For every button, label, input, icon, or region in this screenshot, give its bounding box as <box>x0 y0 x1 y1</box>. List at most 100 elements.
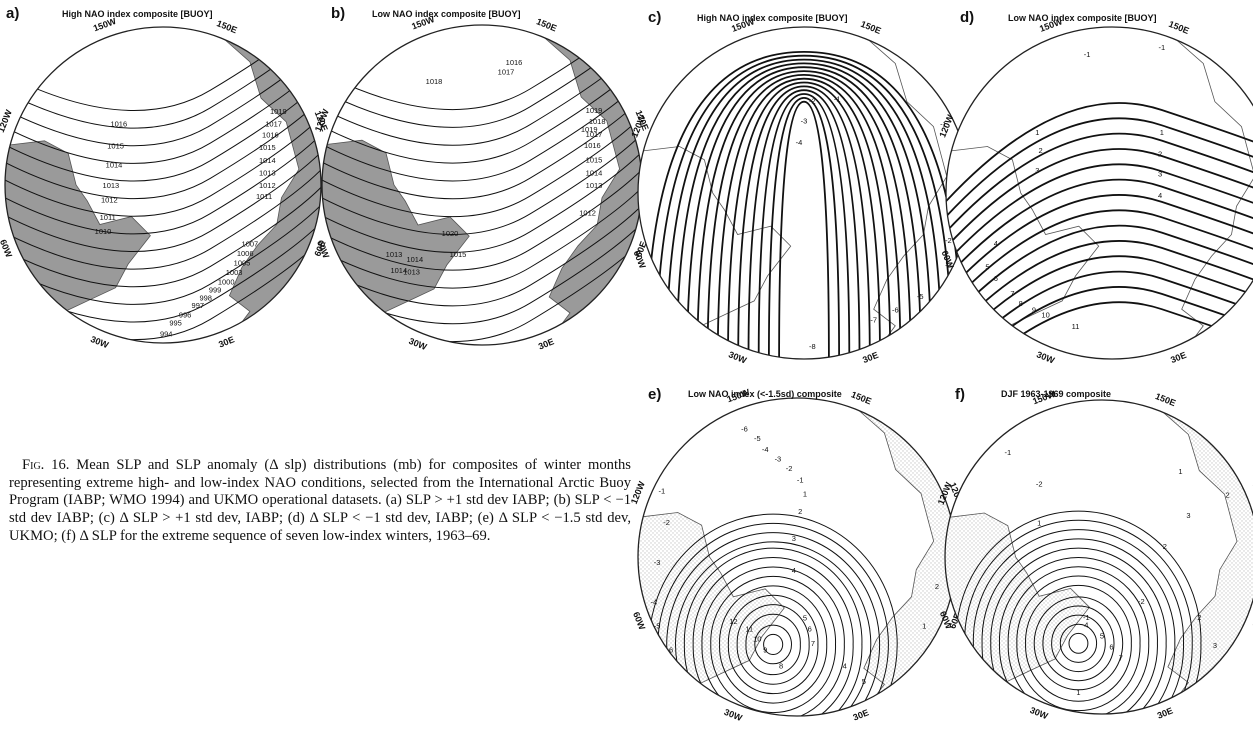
contour-label: -5 <box>754 434 761 443</box>
isobar-contour <box>5 134 321 235</box>
contour-label: 1011 <box>256 192 272 201</box>
isobar-contour <box>946 102 1253 202</box>
panel-label-a: a) <box>6 5 20 22</box>
isobar-contour <box>686 66 922 359</box>
contour-label: 1003 <box>226 268 243 277</box>
contour-label: 1015 <box>259 143 276 152</box>
contour-label: 1014 <box>586 168 603 177</box>
contour-label: -1 <box>797 475 804 484</box>
isobar-contour <box>692 556 854 716</box>
contour-label: -1 <box>1083 613 1090 622</box>
caption-text: Mean SLP and SLP anomaly (Δ slp) distrib… <box>9 457 631 544</box>
contour-label: -4 <box>651 598 658 607</box>
longitude-label: 60W <box>939 249 955 270</box>
panel-title-b: Low NAO index composite [BUOY] <box>372 9 521 19</box>
contour-label: 9 <box>763 645 767 654</box>
longitude-label: 120W <box>0 108 14 134</box>
contour-label: -7 <box>870 316 877 325</box>
isobar-contour <box>648 513 898 716</box>
longitude-label: 150E <box>1154 391 1177 408</box>
isobar-contour <box>1059 623 1098 663</box>
isobar-contour <box>990 547 1167 714</box>
contour-label: 10 <box>753 634 761 643</box>
isobar-contour <box>683 547 863 716</box>
isobar-contour <box>778 100 830 359</box>
contour-label: 1013 <box>386 250 403 259</box>
contour-label: 4 <box>843 661 847 670</box>
north-america-landmass <box>638 512 785 685</box>
isobar-contour <box>322 204 642 307</box>
contour-label: 1019 <box>586 106 603 115</box>
isobar-contour <box>972 529 1185 714</box>
contour-label: 6 <box>808 625 812 634</box>
isobar-contour <box>736 604 810 685</box>
contour-label: 2 <box>1226 490 1230 499</box>
contour-label: 1 <box>1160 128 1164 137</box>
contour-label: -3 <box>654 558 661 567</box>
isobar-contour <box>768 96 840 359</box>
panel-label-b: b) <box>331 5 346 22</box>
contour-label: 1017 <box>586 130 603 139</box>
isobar-contour <box>946 194 1253 294</box>
isobar-contour <box>5 187 321 288</box>
isobar-contour <box>1016 575 1141 712</box>
map-panel-d: -1-112341234567891011150W150E120W120E60W… <box>937 16 1253 366</box>
contour-label: 995 <box>169 319 182 328</box>
contour-label: 1010 <box>95 227 112 236</box>
contour-label: -1 <box>834 95 841 104</box>
contour-label: 12 <box>729 617 737 626</box>
contour-label: 1016 <box>262 131 279 140</box>
isobar-contour <box>716 77 892 359</box>
contour-label: 1007 <box>242 240 259 249</box>
longitude-label: 120W <box>629 479 647 505</box>
contour-label: 3 <box>1213 641 1217 650</box>
isobar-contour <box>763 633 784 655</box>
longitude-label: 30E <box>537 336 556 351</box>
longitude-label: 150E <box>859 19 882 36</box>
isobar-contour <box>719 585 828 704</box>
isobar-contour <box>1025 585 1132 702</box>
isobar-contour <box>676 62 932 359</box>
contour-label: 997 <box>192 301 205 310</box>
contour-label: -2 <box>663 518 670 527</box>
contour-label: -3 <box>945 261 952 270</box>
north-america-landmass <box>945 512 1090 684</box>
longitude-label: 150E <box>215 18 238 35</box>
map-panel-b: 1016101710181019102010191018101710161015… <box>313 14 651 352</box>
contour-label: 1017 <box>265 120 282 129</box>
panel-title-e: Low NAO index (<-1.5sd) composite <box>688 389 842 399</box>
contour-label: 1016 <box>110 120 127 129</box>
contour-label: 996 <box>179 311 192 320</box>
isobar-contour <box>322 151 642 253</box>
contour-label: 5 <box>862 677 866 686</box>
isobar-contour <box>745 613 801 676</box>
contour-label: 1018 <box>426 77 443 86</box>
contour-label: 4 <box>792 566 796 575</box>
contour-label: -2 <box>786 464 793 473</box>
contour-label: 1005 <box>234 259 251 268</box>
isobar-contour <box>5 116 321 217</box>
contour-label: 8 <box>779 661 783 670</box>
longitude-label: 30W <box>1035 349 1056 365</box>
contour-label: 11 <box>745 625 753 634</box>
isobar-contour <box>727 81 881 359</box>
contour-label: 1013 <box>403 268 420 277</box>
contour-label: -1 <box>1224 432 1231 441</box>
longitude-label: 60W <box>0 238 14 259</box>
longitude-label: 120W <box>313 107 331 133</box>
isobar-contour <box>998 557 1158 714</box>
longitude-label: 30W <box>407 336 428 352</box>
longitude-label: 150E <box>535 16 558 33</box>
contour-label: 5 <box>803 614 807 623</box>
contour-label: 1015 <box>107 142 124 151</box>
longitude-label: 30W <box>727 349 748 365</box>
contour-label: -3 <box>775 455 782 464</box>
longitude-label: 60W <box>631 610 647 631</box>
isobar-contour <box>946 209 1253 310</box>
isobar-contour <box>706 73 902 359</box>
isobar-contour <box>1042 605 1115 682</box>
isobar-contour <box>946 148 1253 248</box>
contour-label: 11 <box>1072 322 1080 331</box>
contour-label: 1019 <box>581 125 598 134</box>
contour-label: -6 <box>892 306 899 315</box>
